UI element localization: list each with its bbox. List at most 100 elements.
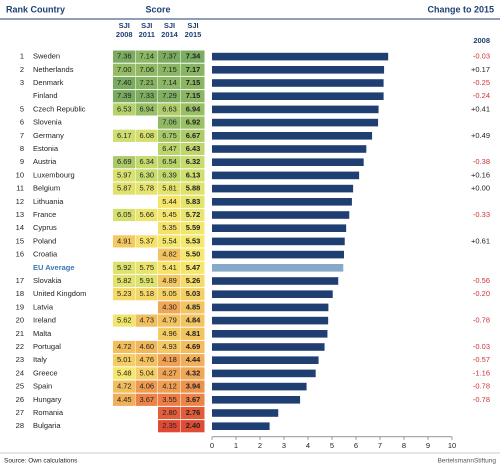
score-cell	[113, 63, 135, 76]
score-label: 5.53	[186, 236, 201, 245]
bar	[212, 132, 373, 140]
score-cell	[181, 314, 205, 327]
brand: BertelsmannStiftung	[437, 458, 496, 465]
country: United Kingdom	[33, 289, 86, 298]
change: -0.38	[473, 157, 490, 166]
rank: 24	[16, 368, 24, 377]
score-cell	[158, 301, 181, 314]
x-tick-label: 10	[448, 441, 456, 450]
score-label: 4.93	[162, 342, 177, 351]
score-label: 4.45	[117, 395, 132, 404]
score-label: 5.75	[139, 263, 154, 272]
score-cell	[135, 380, 158, 393]
bar	[212, 92, 384, 100]
rank: 9	[20, 157, 24, 166]
x-tick-label: 7	[378, 441, 382, 450]
score-label: 5.82	[117, 276, 132, 285]
rank: 21	[16, 329, 24, 338]
rank: 3	[20, 78, 24, 87]
bar	[212, 184, 354, 193]
country: Croatia	[33, 250, 58, 259]
score-label: 7.39	[117, 91, 132, 100]
score-label: 5.41	[162, 263, 177, 272]
country: Romania	[33, 408, 64, 417]
country: Germany	[33, 131, 64, 140]
score-cell	[181, 354, 205, 367]
rank: 13	[16, 210, 24, 219]
score-cell	[113, 182, 135, 195]
country: Poland	[33, 236, 56, 245]
rank: 19	[16, 302, 24, 311]
bar	[212, 211, 350, 219]
change: -0.56	[473, 276, 490, 285]
score-label: 5.81	[162, 184, 177, 193]
score-cell	[158, 90, 181, 103]
score-label: 7.36	[117, 52, 132, 61]
score-cell	[113, 76, 135, 90]
score-label: 5.62	[117, 316, 132, 325]
score-cell	[181, 50, 205, 63]
score-cell	[113, 208, 135, 222]
score-cell	[113, 103, 135, 116]
score-label: 7.06	[162, 118, 177, 127]
rank: 2	[20, 65, 24, 74]
score-cell	[135, 261, 158, 274]
rank: 10	[16, 170, 24, 179]
score-cell	[135, 367, 158, 380]
score-label: 4.60	[139, 342, 154, 351]
score-label: 7.15	[186, 78, 201, 87]
score-label: 2.80	[162, 408, 177, 417]
country: Spain	[33, 382, 52, 391]
score-label: 7.14	[139, 52, 154, 61]
score-label: 5.48	[117, 368, 132, 377]
score-cell	[158, 288, 181, 301]
score-label: 5.50	[186, 250, 201, 259]
score-label: 7.00	[117, 65, 132, 74]
score-cell	[113, 129, 135, 142]
score-label: 6.30	[139, 170, 154, 179]
score-cell	[181, 182, 205, 195]
header-rank-country: Rank Country	[6, 4, 65, 14]
score-cell	[181, 393, 205, 406]
score-label: 4.79	[162, 316, 177, 325]
score-cell	[113, 90, 135, 103]
bar	[212, 396, 301, 404]
change: -0.24	[473, 91, 490, 100]
score-label: 5.59	[186, 223, 201, 232]
rank: 22	[16, 342, 24, 351]
score-label: 6.08	[139, 131, 154, 140]
score-label: 5.83	[186, 197, 201, 206]
score-label: 4.44	[186, 355, 201, 364]
score-cell	[158, 208, 181, 222]
score-label: 5.54	[162, 236, 177, 245]
score-cell	[135, 90, 158, 103]
x-tick-label: 0	[210, 441, 214, 450]
score-cell	[181, 129, 205, 142]
rank: 6	[20, 118, 24, 127]
bar	[212, 343, 325, 351]
score-cell	[135, 182, 158, 195]
score-label: 3.67	[186, 395, 201, 404]
source: Source: Own calculations	[4, 458, 78, 465]
score-cell	[181, 261, 205, 274]
column-label: SJI	[164, 21, 175, 30]
bar	[212, 422, 270, 430]
change: -1.16	[473, 368, 490, 377]
change: -0.78	[473, 382, 490, 391]
country: Denmark	[33, 78, 64, 87]
rank: 23	[16, 355, 24, 364]
score-label: 4.73	[139, 316, 154, 325]
score-label: 5.66	[139, 210, 154, 219]
score-cell	[158, 380, 181, 393]
score-cell	[113, 380, 135, 393]
score-label: 5.05	[162, 289, 177, 298]
score-label: 6.75	[162, 131, 177, 140]
score-label: 2.40	[186, 421, 201, 430]
score-cell	[135, 274, 158, 288]
score-cell	[158, 367, 181, 380]
score-cell	[135, 76, 158, 90]
score-cell	[181, 156, 205, 169]
score-label: 6.53	[117, 104, 132, 113]
score-label: 4.72	[117, 342, 132, 351]
rank: 11	[16, 184, 24, 193]
